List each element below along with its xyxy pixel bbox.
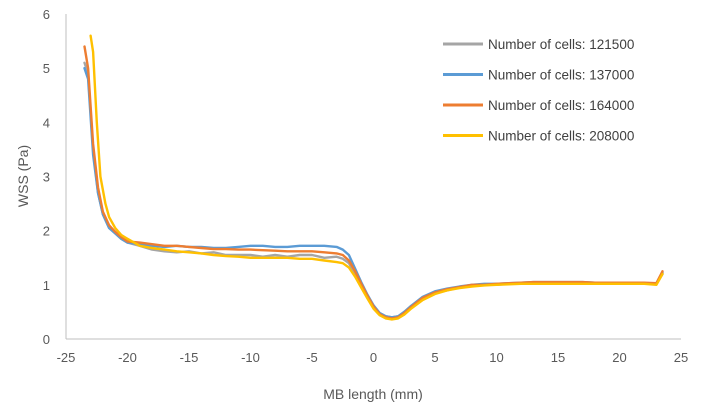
x-tick-label: 15 — [551, 350, 565, 365]
x-tick-label: 20 — [612, 350, 626, 365]
y-tick-label: 3 — [43, 170, 50, 185]
x-tick-label: -20 — [118, 350, 137, 365]
legend-entry-label: Number of cells: 164000 — [488, 98, 634, 113]
x-axis-title: MB length (mm) — [323, 386, 423, 402]
x-tick-label: -5 — [306, 350, 318, 365]
y-tick-label: 1 — [43, 278, 50, 293]
y-tick-label: 2 — [43, 224, 50, 239]
y-tick-labels: 0 1 2 3 4 5 6 — [43, 7, 50, 347]
series-line-3 — [83, 45, 664, 320]
y-tick-label: 0 — [43, 332, 50, 347]
legend: Number of cells: 121500 Number of cells: … — [443, 37, 634, 144]
x-tick-label: 5 — [431, 350, 438, 365]
x-tick-label: -10 — [241, 350, 260, 365]
y-tick-label: 5 — [43, 61, 50, 76]
y-tick-label: 4 — [43, 115, 50, 130]
series-layer — [83, 34, 664, 321]
legend-entry-label: Number of cells: 121500 — [488, 37, 634, 52]
x-tick-label: -15 — [180, 350, 199, 365]
y-axis-title: WSS (Pa) — [15, 145, 31, 207]
legend-entry-label: Number of cells: 208000 — [488, 129, 634, 144]
x-tick-label: 0 — [370, 350, 377, 365]
x-tick-label: 25 — [674, 350, 688, 365]
series-line-4 — [89, 34, 664, 321]
y-tick-label: 6 — [43, 7, 50, 22]
x-tick-label: -25 — [57, 350, 76, 365]
legend-entry-label: Number of cells: 137000 — [488, 68, 634, 83]
x-tick-label: 10 — [489, 350, 503, 365]
x-tick-labels: -25 -20 -15 -10 -5 0 5 10 15 20 25 — [57, 350, 689, 365]
plot-area — [66, 14, 681, 339]
